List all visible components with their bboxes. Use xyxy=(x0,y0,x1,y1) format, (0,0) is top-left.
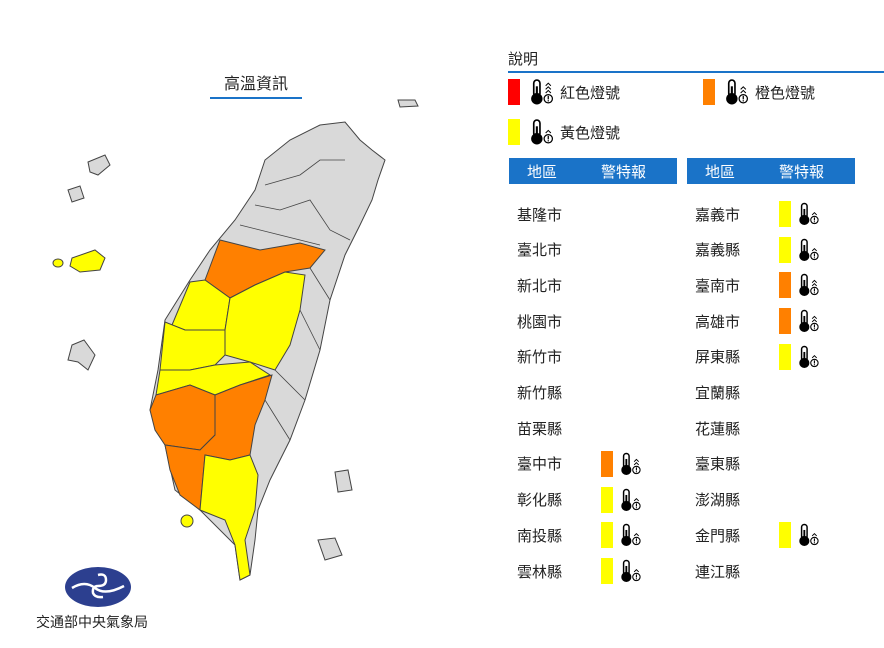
island-kinmen[interactable] xyxy=(69,249,106,273)
island-lanyu[interactable] xyxy=(317,537,343,561)
cwb-logo xyxy=(65,567,131,607)
region-name: 嘉義市 xyxy=(695,205,741,224)
thermometer-icon xyxy=(798,202,819,226)
table-row: 屏東縣 xyxy=(695,342,825,372)
table-row: 臺北市 xyxy=(517,235,601,265)
warning-swatch xyxy=(601,486,613,513)
warning-swatch xyxy=(601,450,613,477)
thermometer-icon xyxy=(530,79,554,106)
region-tainan[interactable] xyxy=(149,384,216,451)
region-name: 南投縣 xyxy=(517,526,563,545)
table-row: 新竹縣 xyxy=(517,378,601,408)
header-warning: 警特報 xyxy=(779,162,825,181)
table-row: 高雄市 xyxy=(695,306,825,336)
legend-label: 橙色燈號 xyxy=(755,83,816,102)
table-row: 南投縣 xyxy=(517,520,647,550)
thermometer-icon xyxy=(620,524,641,548)
table-row: 彰化縣 xyxy=(517,485,647,515)
region-name: 臺北市 xyxy=(517,241,563,260)
region-name: 澎湖縣 xyxy=(695,491,741,510)
region-name: 嘉義縣 xyxy=(695,241,741,260)
warning-swatch xyxy=(779,522,791,549)
table-row: 宜蘭縣 xyxy=(695,378,779,408)
warning-swatch xyxy=(779,201,791,227)
header-region: 地區 xyxy=(705,162,736,181)
thermometer-icon xyxy=(620,488,641,512)
warning-swatch xyxy=(601,522,613,549)
table-row: 花蓮縣 xyxy=(695,413,779,443)
region-name: 新竹縣 xyxy=(517,384,563,402)
island-guishan[interactable] xyxy=(397,99,419,108)
thermometer-icon xyxy=(798,238,819,262)
region-name: 連江縣 xyxy=(695,562,741,581)
thermometer-icon xyxy=(798,309,819,333)
legend-label: 紅色燈號 xyxy=(560,83,621,102)
table-row: 雲林縣 xyxy=(517,556,647,586)
legend-item-orange: 橙色燈號 xyxy=(703,78,815,106)
region-name: 彰化縣 xyxy=(517,491,563,510)
thermometer-icon xyxy=(798,345,819,369)
legend-label: 黃色燈號 xyxy=(560,123,621,142)
table-row: 基隆市 xyxy=(517,199,601,229)
thermometer-icon xyxy=(798,524,819,548)
island-xiaoliuqiu[interactable] xyxy=(180,514,194,528)
table-row: 金門縣 xyxy=(695,520,825,550)
island-kinmen-small[interactable] xyxy=(52,258,64,268)
table-row: 新竹市 xyxy=(517,342,601,372)
region-name: 臺南市 xyxy=(695,276,741,295)
region-name: 屏東縣 xyxy=(695,348,741,367)
table-row: 嘉義市 xyxy=(695,199,825,229)
header-region: 地區 xyxy=(527,162,558,181)
thermometer-icon xyxy=(620,452,641,476)
region-name: 新竹市 xyxy=(517,348,563,367)
thermometer-icon xyxy=(620,559,641,583)
island-matsu[interactable] xyxy=(67,154,111,203)
region-name: 苗栗縣 xyxy=(517,419,563,438)
region-name: 臺東縣 xyxy=(695,455,741,474)
region-name: 金門縣 xyxy=(695,526,741,545)
region-name: 新北市 xyxy=(517,276,563,295)
table-row: 連江縣 xyxy=(695,556,779,586)
region-name: 臺中市 xyxy=(517,455,563,474)
thermometer-icon xyxy=(725,79,749,106)
table-header-right: 地區 警特報 xyxy=(687,158,855,184)
warning-swatch xyxy=(601,558,613,584)
table-row: 苗栗縣 xyxy=(517,413,601,443)
table-row: 澎湖縣 xyxy=(695,485,779,515)
taiwan-map xyxy=(52,99,419,607)
region-name: 桃園市 xyxy=(517,312,563,331)
island-ludao[interactable] xyxy=(334,469,353,493)
warning-swatch xyxy=(779,272,791,299)
table-header-left: 地區 警特報 xyxy=(509,158,677,184)
island-penghu[interactable] xyxy=(67,339,96,371)
thermometer-icon xyxy=(798,274,819,298)
color-swatch xyxy=(508,79,520,105)
region-name: 花蓮縣 xyxy=(695,419,741,438)
region-name: 基隆市 xyxy=(517,205,563,224)
table-row: 嘉義縣 xyxy=(695,235,825,265)
region-name: 高雄市 xyxy=(695,312,741,331)
map-title: 高溫資訊 xyxy=(210,70,302,99)
region-pingtung[interactable] xyxy=(199,454,259,581)
warning-swatch xyxy=(779,343,791,370)
table-row: 臺南市 xyxy=(695,270,825,300)
color-swatch xyxy=(508,119,520,145)
table-row: 臺中市 xyxy=(517,449,647,479)
region-name: 宜蘭縣 xyxy=(695,384,741,402)
warning-swatch xyxy=(779,308,791,335)
legend-item-yellow: 黃色燈號 xyxy=(508,118,620,146)
color-swatch xyxy=(703,79,715,105)
legend-title: 說明 xyxy=(508,48,884,73)
header-warning: 警特報 xyxy=(601,162,647,181)
table-row: 臺東縣 xyxy=(695,449,779,479)
legend-item-red: 紅色燈號 xyxy=(508,78,620,106)
region-name: 雲林縣 xyxy=(517,562,563,581)
thermometer-icon xyxy=(530,119,554,146)
warning-swatch xyxy=(779,236,791,263)
table-row: 桃園市 xyxy=(517,306,601,336)
table-row: 新北市 xyxy=(517,270,601,300)
agency-name: 交通部中央氣象局 xyxy=(36,615,148,631)
